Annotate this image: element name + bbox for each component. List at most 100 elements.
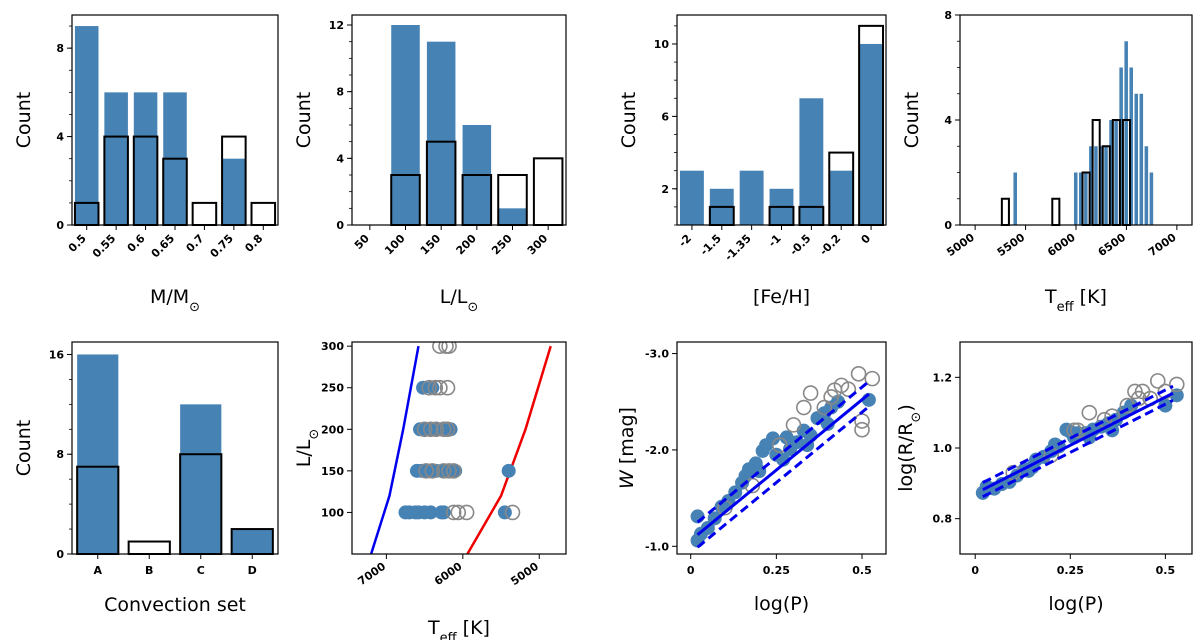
y-tick-label: 4 xyxy=(944,114,952,127)
x-axis-label: M/M⊙ xyxy=(150,286,200,315)
x-tick-label: 5000 xyxy=(508,560,541,588)
y-tick-label: 4 xyxy=(336,152,344,165)
point-filled xyxy=(423,505,438,520)
point-open xyxy=(854,413,870,429)
y-tick-label: 300 xyxy=(321,340,344,353)
bar-outline xyxy=(127,540,171,556)
x-axis-label: log(P) xyxy=(1048,593,1103,615)
y-tick-label: 0 xyxy=(56,219,64,232)
x-tick-label: 0.5 xyxy=(66,232,89,255)
y-axis-label: log(R/R⊙) xyxy=(895,404,924,492)
y-axis-label: Count xyxy=(293,92,315,148)
point-open xyxy=(441,342,457,354)
x-axis-label-sub: ⊙ xyxy=(467,300,478,315)
hist-bar-filled xyxy=(1144,146,1149,225)
point-open xyxy=(422,421,439,438)
point-open xyxy=(450,504,467,521)
bar-outline xyxy=(532,157,564,226)
y-tick-label: 0 xyxy=(944,219,952,232)
point-open xyxy=(445,463,462,479)
blue-edge-line xyxy=(369,345,420,554)
point-open xyxy=(771,437,788,453)
x-axis-label-main: [Fe/H] xyxy=(753,286,810,308)
x-tick-label: 300 xyxy=(525,232,551,258)
x-axis-label: log(P) xyxy=(754,593,809,615)
y-axis-label-suffix: [mag] xyxy=(616,407,638,470)
bar-filled xyxy=(222,158,246,225)
x-tick-label: 0.8 xyxy=(242,232,265,255)
y-axis-label: Count xyxy=(13,92,35,148)
y-axis-label-main: Count xyxy=(13,420,35,476)
panel-feh: -2 -1.5-1.35 -1 -0.5 -0.2 0 2 6 10 [Fe/H] Count xyxy=(618,14,887,308)
axes-frame xyxy=(71,341,279,555)
y-tick-label: 4 xyxy=(56,131,64,144)
x-axis-label-main: L/L xyxy=(440,286,468,308)
hist-bar-filled xyxy=(1104,146,1108,225)
y-axis-label: Count xyxy=(13,420,35,476)
point-open xyxy=(458,504,475,521)
y-tick-label: 1.2 xyxy=(933,371,953,384)
point-open xyxy=(504,504,521,521)
point-filled xyxy=(738,468,753,483)
panel-lum: 50 100 150 200 250 300 0 4 8 12 L/L⊙ Count xyxy=(293,14,567,315)
point-open xyxy=(795,399,812,416)
bar-filled xyxy=(799,98,824,225)
y-axis-label-main: Count xyxy=(293,92,315,148)
x-tick-label: 150 xyxy=(418,232,444,258)
point-open xyxy=(435,421,452,438)
point-filled xyxy=(779,430,794,445)
x-tick-label: 7000 xyxy=(356,560,389,588)
point-open xyxy=(1149,373,1166,389)
x-tick-label: 5500 xyxy=(995,231,1028,259)
axes-frame xyxy=(676,14,887,226)
hist-bar-filled xyxy=(1084,172,1088,225)
axes-frame xyxy=(351,341,567,555)
bar-filled xyxy=(498,208,527,225)
y-axis-label-sub: ⊙ xyxy=(909,412,924,423)
x-tick-label: 50 xyxy=(352,232,372,252)
y-tick-label: 8 xyxy=(336,86,344,99)
point-open xyxy=(864,370,881,387)
fit-line xyxy=(696,392,870,536)
hist-bar-filled xyxy=(1089,146,1093,225)
x-tick-label: 0.55 xyxy=(90,232,118,260)
bar-filled xyxy=(180,404,222,554)
hist-bar-filled xyxy=(1139,93,1144,225)
point-open xyxy=(441,463,457,479)
bar-filled xyxy=(426,41,456,225)
x-axis-label-main: log(P) xyxy=(1048,593,1103,615)
y-axis-label-sub: ⊙ xyxy=(307,429,322,440)
y-axis-label-main: log(R/R xyxy=(895,423,917,492)
bar-outline xyxy=(250,201,277,226)
x-axis-label-sub: ⊙ xyxy=(189,300,200,315)
panel-teff: 0 4 8 5000 5500 6000 6500 7000 Teff [K] Count xyxy=(901,9,1193,315)
panel-conv: A B C D 0 8 16 Convection set Count xyxy=(13,341,279,616)
x-tick-label: 100 xyxy=(382,232,408,258)
y-tick-label: 200 xyxy=(321,423,344,436)
point-open xyxy=(439,421,456,438)
x-tick-label: 0.5 xyxy=(852,564,872,577)
x-axis-label-main: M/M xyxy=(150,286,189,308)
x-tick-label: 7000 xyxy=(1146,231,1179,259)
axes-frame xyxy=(351,14,567,226)
y-axis-label-main: Count xyxy=(901,92,923,148)
x-tick-label: -2 xyxy=(676,232,694,250)
bar-outline xyxy=(191,201,218,226)
point-open xyxy=(802,385,819,401)
hist-bar-filled xyxy=(1124,41,1128,225)
point-open xyxy=(850,365,867,382)
y-axis-label-main: Count xyxy=(618,92,640,148)
hist-bar-filled xyxy=(1129,67,1133,225)
x-tick-label: 0.25 xyxy=(763,564,790,577)
y-axis-label-suffix: ) xyxy=(895,404,917,411)
y-tick-label: 150 xyxy=(321,465,344,478)
panel-hrd: 100 150 200 250 300 7000 6000 5000 Teff [K] L/L⊙ xyxy=(293,340,567,640)
point-open xyxy=(840,381,857,398)
x-tick-label: -0.2 xyxy=(817,232,843,258)
x-tick-label: D xyxy=(248,564,257,577)
point-open xyxy=(424,463,441,479)
x-tick-label: 0.65 xyxy=(149,232,177,260)
bar-filled xyxy=(739,170,764,225)
point-open xyxy=(432,379,448,396)
